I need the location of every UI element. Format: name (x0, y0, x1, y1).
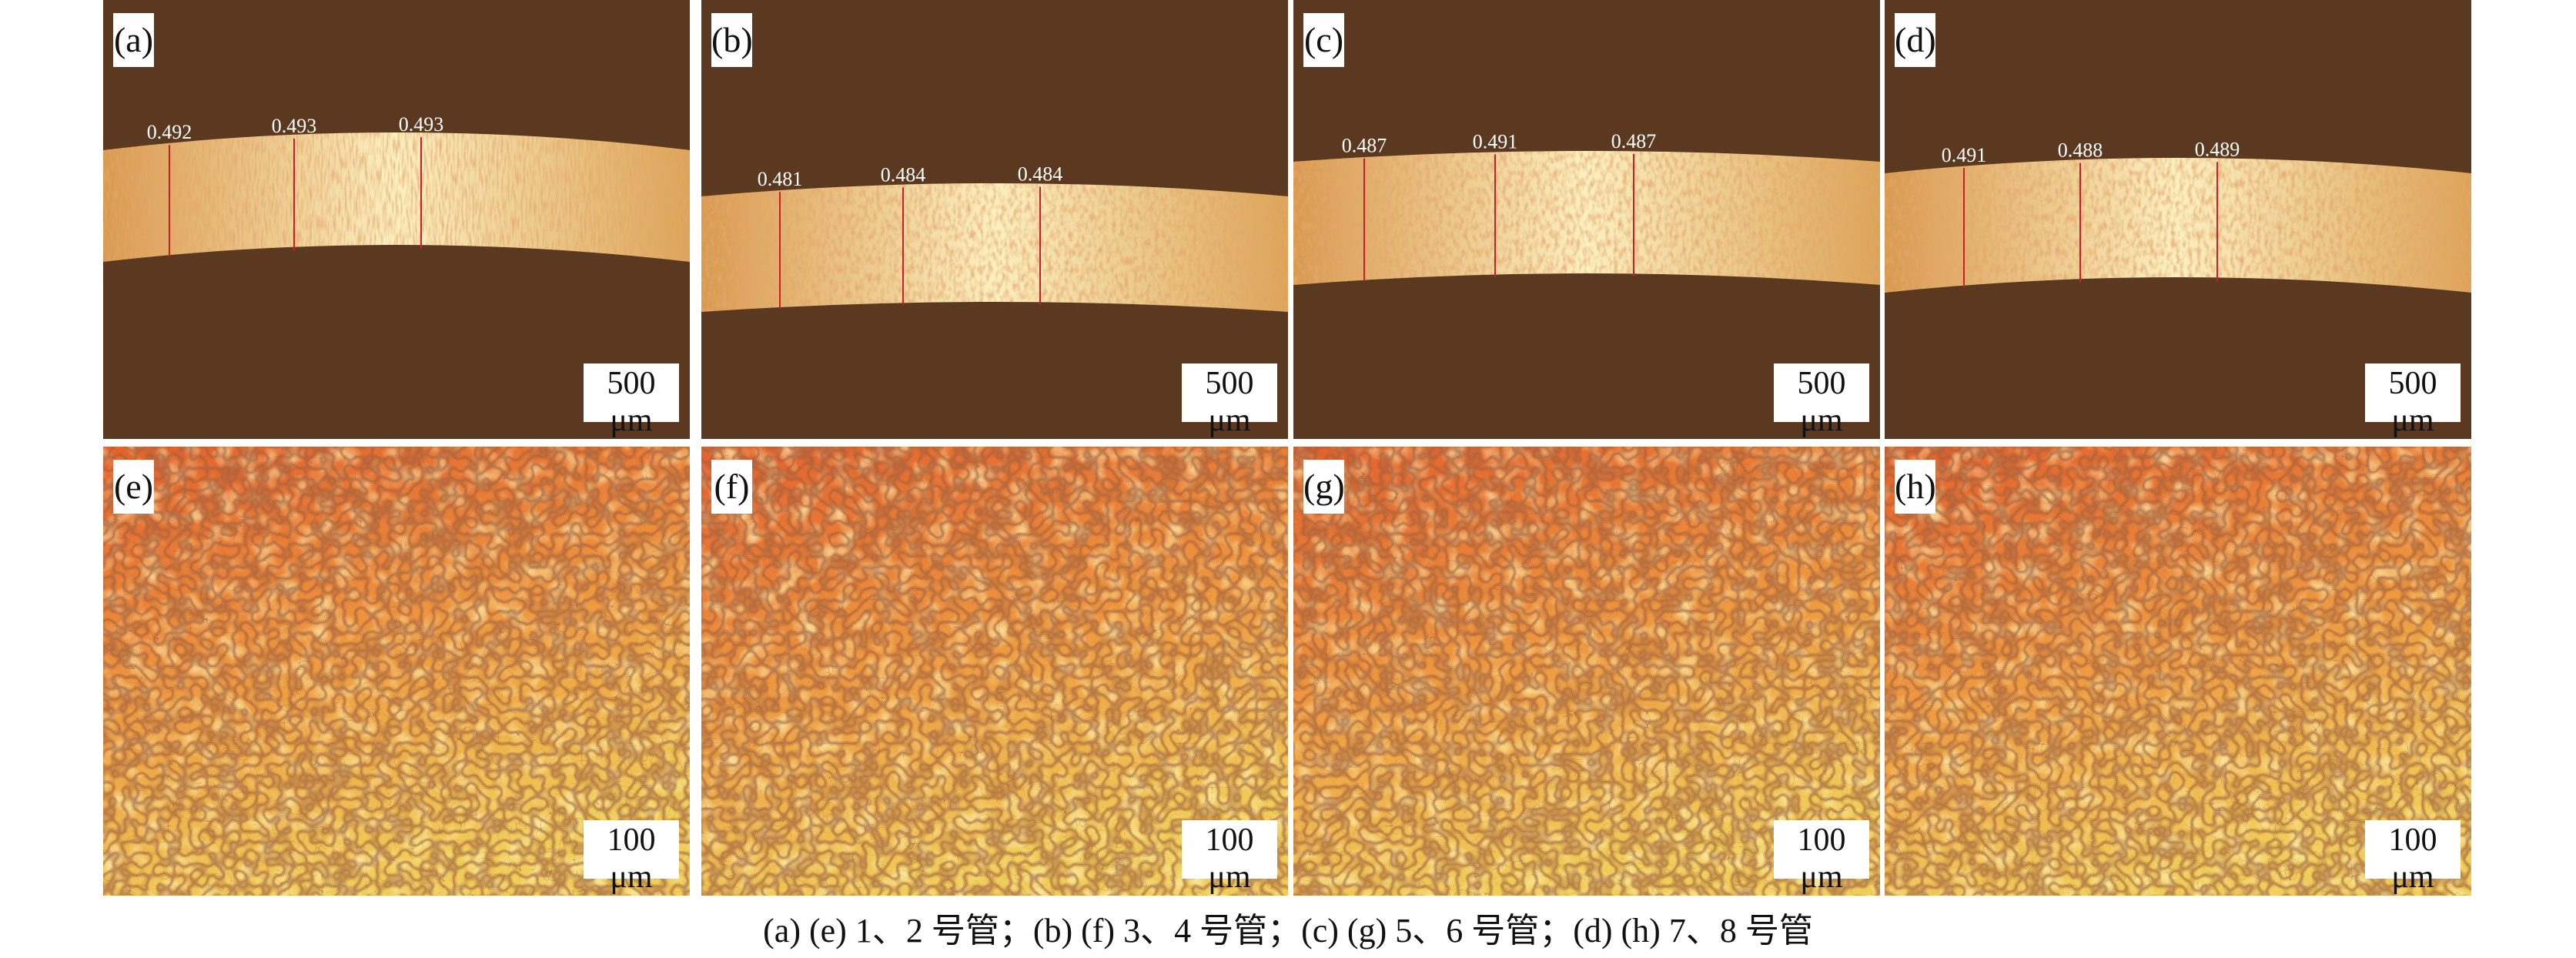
scale-bar-label: 500 μm (2388, 366, 2437, 438)
panel-label: (g) (1303, 460, 1345, 514)
thickness-value: 0.487 (1342, 135, 1387, 157)
panel-label: (b) (711, 13, 753, 67)
thickness-value: 0.493 (272, 115, 317, 137)
cross-section-micrograph: 0.492 0.493 0.493 (a) 500 μm (103, 0, 690, 439)
tube-wall-band (103, 132, 690, 262)
scale-bar: 500 μm (584, 363, 679, 438)
grain-micrograph: (f) 100 μm (701, 447, 1288, 896)
panel-label: (f) (711, 460, 752, 514)
scale-bar: 500 μm (2365, 363, 2461, 438)
thickness-value: 0.484 (1018, 163, 1063, 186)
panel-label: (c) (1303, 13, 1344, 67)
scale-bar: 100 μm (2365, 820, 2461, 895)
scale-bar-label: 100 μm (1205, 822, 1254, 895)
scale-bar: 500 μm (1774, 363, 1869, 438)
thickness-value: 0.493 (399, 113, 444, 136)
scale-bar: 100 μm (584, 820, 679, 895)
grain-micrograph: (e) 100 μm (103, 447, 690, 896)
scale-bar: 100 μm (1182, 820, 1277, 895)
scale-bar-label: 500 μm (1797, 366, 1846, 438)
scale-bar: 500 μm (1182, 363, 1277, 438)
panel-label: (d) (1895, 13, 1936, 67)
thickness-value: 0.489 (2195, 138, 2240, 160)
tube-wall-band (1885, 158, 2471, 293)
thickness-value: 0.481 (758, 168, 803, 190)
scale-bar-label: 100 μm (607, 822, 656, 895)
thickness-value: 0.491 (1942, 144, 1987, 166)
panel-label: (e) (113, 460, 154, 514)
panel-label: (h) (1895, 460, 1936, 514)
thickness-value: 0.492 (147, 121, 192, 143)
panel-label: (a) (113, 13, 154, 67)
tube-wall-band (1293, 151, 1880, 285)
thickness-value: 0.484 (881, 163, 926, 186)
cross-section-micrograph: 0.491 0.488 0.489 (d) 500 μm (1885, 0, 2471, 439)
thickness-value: 0.487 (1611, 130, 1657, 152)
scale-bar: 100 μm (1774, 820, 1869, 895)
cross-section-micrograph: 0.481 0.484 0.484 (b) 500 μm (701, 0, 1288, 439)
thickness-value: 0.491 (1473, 131, 1518, 153)
figure-caption: (a) (e) 1、2 号管；(b) (f) 3、4 号管；(c) (g) 5、… (763, 912, 1813, 950)
tube-wall-band (701, 183, 1288, 312)
scale-bar-label: 100 μm (1797, 822, 1846, 895)
scale-bar-label: 500 μm (607, 366, 656, 438)
scale-bar-label: 500 μm (1205, 366, 1254, 438)
grain-micrograph: (g) 100 μm (1293, 447, 1880, 896)
thickness-value: 0.488 (2058, 139, 2103, 162)
cross-section-micrograph: 0.487 0.491 0.487 (c) 500 μm (1293, 0, 1880, 439)
scale-bar-label: 100 μm (2388, 822, 2437, 895)
grain-micrograph: (h) 100 μm (1885, 447, 2471, 896)
